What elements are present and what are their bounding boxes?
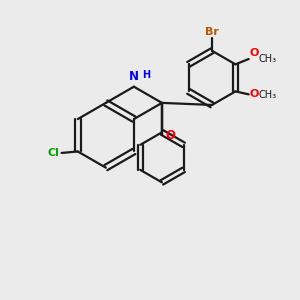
Text: O: O — [166, 129, 176, 142]
Text: Br: Br — [205, 27, 219, 37]
Text: Cl: Cl — [48, 148, 59, 158]
Text: CH₃: CH₃ — [258, 90, 276, 100]
Text: O: O — [250, 89, 259, 99]
Text: O: O — [250, 48, 259, 59]
Text: CH₃: CH₃ — [258, 54, 276, 64]
Text: H: H — [142, 70, 150, 80]
Text: N: N — [129, 70, 139, 83]
